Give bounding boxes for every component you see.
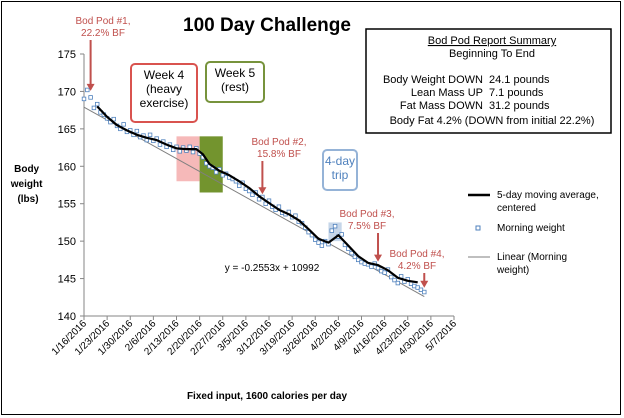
morning-weight-point	[190, 149, 196, 155]
y-tick-label: 160	[58, 161, 76, 173]
morning-weight-point	[332, 223, 338, 229]
summary-box: Bod Pod Report Summary Beginning To End …	[365, 28, 612, 134]
bod-pod-arrow-head	[420, 280, 429, 288]
summary-row-label: Lean Mass UP	[411, 87, 483, 99]
callout-label: (heavy	[146, 82, 182, 96]
morning-weight-point	[352, 254, 358, 260]
morning-weight-point	[355, 257, 361, 263]
morning-weight-point	[319, 243, 325, 248]
callout-box	[205, 61, 265, 103]
bod-pod-label: Bod Pod #2,	[251, 137, 306, 148]
y-axis-label-line: Body	[14, 164, 39, 175]
summary-footer: Body Fat 4.2% (DOWN from initial 22.2%)	[390, 115, 595, 127]
legend-line: 5-day moving average,	[497, 190, 599, 201]
summary-title: Bod Pod Report Summary	[428, 35, 557, 47]
morning-weight-point	[177, 149, 183, 154]
y-tick-label: 155	[58, 199, 76, 211]
legend-swatch-morning-weight	[475, 225, 481, 231]
morning-weight-point	[329, 228, 334, 233]
summary-box-frame	[365, 28, 612, 134]
callout-label: 4-day	[325, 154, 355, 168]
morning-weight-point	[418, 287, 424, 292]
legend-line: Linear (Morning	[497, 252, 567, 263]
bod-pod-arrow-head	[374, 254, 383, 262]
legend-line: weight)	[496, 265, 529, 276]
morning-weight-point	[382, 270, 387, 275]
morning-weight-point	[339, 232, 344, 237]
morning-weight-point	[395, 280, 401, 286]
morning-weight-point	[316, 240, 321, 245]
y-tick-label: 165	[58, 124, 76, 136]
y-tick-label: 145	[58, 274, 76, 286]
callout-box	[130, 63, 198, 123]
legend-line: centered	[497, 203, 536, 214]
summary-row-label: Body Weight DOWN	[383, 74, 483, 86]
callout-label: trip	[332, 168, 349, 182]
bod-pod-label: Bod Pod #3,	[339, 209, 394, 220]
bod-pod-label: 22.2% BF	[81, 28, 125, 39]
morning-weight-point	[392, 277, 397, 283]
morning-weight-point	[121, 122, 126, 127]
callout-label: exercise)	[140, 96, 189, 110]
bod-pod-label: Bod Pod #4,	[389, 249, 444, 260]
morning-weight-point	[91, 105, 97, 111]
morning-weight-point	[313, 237, 318, 242]
legend: 5-day moving average, centered Morning w…	[468, 190, 602, 276]
bod-pod-label: 15.8% BF	[257, 149, 301, 160]
morning-weight-point	[389, 274, 394, 280]
callout-label: Week 5	[215, 66, 256, 80]
y-axis-label-line: weight	[10, 179, 43, 190]
bod-pod-label: 4.2% BF	[398, 261, 436, 272]
morning-weight-point	[250, 192, 255, 197]
summary-row-label: Fat Mass DOWN	[400, 100, 483, 112]
callout-label: Week 4	[144, 68, 185, 82]
summary-subtitle: Beginning To End	[449, 48, 535, 60]
morning-weight-point	[349, 250, 354, 256]
morning-weight-point	[95, 101, 100, 107]
summary-row-value: 31.2 pounds	[489, 100, 550, 112]
morning-weight-point	[147, 132, 153, 138]
chart-title: 100 Day Challenge	[183, 15, 351, 36]
bod-pod-arrow-head	[86, 83, 95, 91]
y-axis-label-line: (lbs)	[17, 194, 38, 205]
legend-label-moving-average: 5-day moving average, centered	[497, 190, 602, 214]
morning-weight-point	[88, 95, 93, 100]
morning-weight-point	[85, 87, 90, 93]
y-tick-label: 175	[58, 49, 76, 61]
legend-label-morning-weight: Morning weight	[497, 223, 565, 234]
summary-row-value: 7.1 pounds	[489, 87, 544, 99]
callout-box	[322, 149, 358, 191]
callout-band	[176, 136, 200, 182]
morning-weight-point	[369, 264, 374, 269]
morning-weight-point	[237, 183, 242, 188]
x-axis-label: Fixed input, 1600 calories per day	[187, 391, 348, 402]
legend-label-linear: Linear (Morning weight)	[496, 252, 570, 276]
callout-label: (rest)	[221, 80, 249, 94]
y-tick-label: 170	[58, 86, 76, 98]
moving-average-line	[96, 105, 418, 284]
trendline-equation: y = -0.2553x + 10992	[225, 263, 320, 274]
y-axis-label: Body weight (lbs)	[10, 164, 45, 205]
bod-pod-label: Bod Pod #1,	[75, 16, 130, 27]
morning-weight-point	[415, 285, 420, 290]
morning-weight-point	[111, 116, 116, 122]
morning-weight-point	[134, 128, 140, 134]
y-tick-label: 150	[58, 236, 76, 248]
y-tick-label: 140	[58, 311, 76, 323]
morning-weight-point	[422, 289, 427, 295]
morning-weight-point	[213, 170, 219, 175]
bod-pod-arrow-head	[258, 187, 267, 195]
morning-weight-point	[81, 96, 87, 102]
bod-pod-label: 7.5% BF	[348, 221, 386, 232]
summary-row-value: 24.1 pounds	[489, 74, 550, 86]
